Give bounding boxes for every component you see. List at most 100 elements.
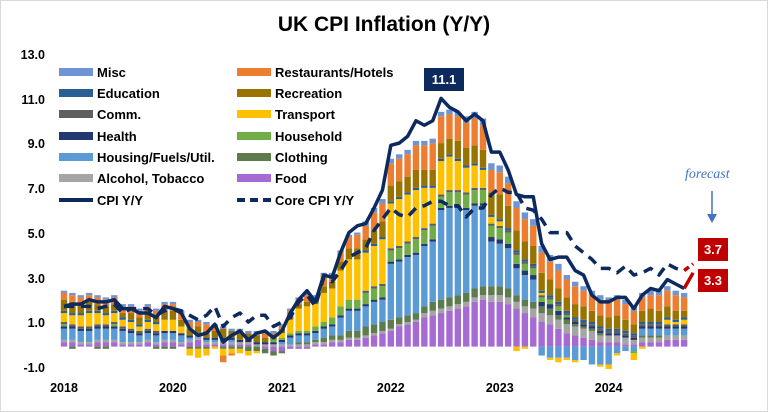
bar-segment-transport: [463, 167, 470, 193]
bar-segment-misc: [421, 140, 428, 146]
bar-segment-health: [412, 252, 420, 255]
bar-segment-food: [538, 322, 545, 347]
bar-segment-alcohol-tobacco: [169, 339, 177, 343]
bar-segment-alcohol-tobacco: [446, 306, 453, 311]
bar-segment-transport: [119, 319, 126, 327]
bar-segment-education: [597, 326, 604, 329]
bar-segment-housing-fuels-util-: [639, 328, 646, 336]
bar-segment-clothing: [655, 335, 663, 338]
bar-segment-education: [471, 163, 478, 166]
bar-segment-clothing: [496, 286, 503, 296]
bar-segment-housing-fuels-util-: [680, 328, 688, 336]
bar-segment-transport: [454, 161, 462, 191]
bar-segment-restaurants-hotels: [69, 295, 76, 302]
bar-segment-housing-fuels-util-: [563, 346, 570, 358]
bar-segment-recreation: [571, 304, 579, 318]
bar-segment-housing-fuels-util-: [613, 346, 621, 354]
bar-segment-recreation: [496, 194, 503, 220]
bar-segment-transport: [613, 353, 621, 356]
bar-segment-household: [379, 286, 386, 298]
bar-segment-clothing: [437, 299, 445, 309]
bar-segment-health: [278, 339, 286, 343]
bar-segment-housing-fuels-util-: [429, 241, 436, 302]
bar-segment-housing-fuels-util-: [504, 248, 512, 289]
bar-segment-housing-fuels-util-: [203, 339, 210, 343]
chart-title: UK CPI Inflation (Y/Y): [277, 13, 491, 36]
legend-label: Comm.: [97, 106, 142, 122]
bar-segment-food: [471, 301, 478, 347]
bar-segment-housing-fuels-util-: [672, 328, 679, 336]
bar-segment-household: [362, 292, 369, 305]
bar-segment-comm-: [85, 326, 93, 329]
bar-segment-food: [278, 346, 286, 352]
bar-segment-restaurants-hotels: [152, 310, 160, 318]
bar-segment-recreation: [605, 317, 612, 329]
forecast-arrowhead-icon: [707, 214, 717, 223]
bar-segment-health: [513, 263, 520, 269]
bar-segment-alcohol-tobacco: [404, 322, 411, 325]
bar-segment-housing-fuels-util-: [186, 337, 193, 340]
bar-segment-clothing: [580, 326, 587, 329]
bar-segment-transport: [396, 199, 403, 246]
bar-segment-health: [328, 324, 336, 327]
bar-segment-clothing: [152, 346, 160, 349]
bar-segment-recreation: [303, 301, 311, 307]
bar-segment-food: [647, 342, 654, 347]
bar-segment-alcohol-tobacco: [127, 342, 135, 345]
bar-segment-housing-fuels-util-: [119, 330, 126, 343]
bar-segment-clothing: [245, 346, 252, 352]
bar-segment-food: [312, 344, 319, 347]
bar-segment-recreation: [513, 230, 520, 251]
legend-swatch: [237, 110, 271, 118]
legend-label: Health: [97, 128, 137, 144]
bar-segment-clothing: [387, 319, 395, 329]
bar-segment-recreation: [337, 261, 344, 271]
bar-segment-comm-: [387, 248, 395, 251]
bar-segment-housing-fuels-util-: [370, 301, 378, 325]
bar-segment-health: [479, 203, 487, 206]
bar-segment-misc: [161, 301, 168, 305]
bar-segment-housing-fuels-util-: [328, 326, 336, 336]
bar-segment-clothing: [488, 286, 495, 296]
bar-segment-food: [295, 346, 302, 349]
bar-segment-restaurants-hotels: [680, 297, 688, 311]
bar-segment-household: [295, 330, 302, 334]
bar-segment-misc: [85, 292, 93, 296]
bar-segment-health: [538, 301, 545, 307]
bar-segment-alcohol-tobacco: [622, 337, 629, 345]
bar-segment-recreation: [77, 304, 84, 314]
forecast-core-label: 3.7: [698, 238, 728, 261]
bar-segment-education: [60, 310, 68, 314]
bar-segment-food: [337, 342, 344, 347]
bar-segment-alcohol-tobacco: [161, 339, 168, 343]
bar-segment-food: [571, 335, 579, 347]
bar-segment-education: [580, 319, 587, 323]
bar-segment-alcohol-tobacco: [111, 339, 118, 343]
bar-segment-health: [320, 326, 327, 329]
x-tick-label: 2023: [485, 381, 514, 395]
bar-segment-health: [178, 333, 185, 336]
bar-segment-restaurants-hotels: [270, 333, 277, 336]
bar-segment-clothing: [471, 288, 478, 298]
x-tick-label: 2021: [267, 381, 296, 395]
bar-segment-recreation: [245, 333, 252, 340]
bar-segment-health: [647, 326, 654, 329]
bar-segment-transport: [169, 319, 177, 331]
bar-segment-comm-: [580, 322, 587, 325]
bar-segment-education: [144, 319, 151, 323]
bar-segment-education: [127, 319, 135, 323]
bar-segment-housing-fuels-util-: [496, 243, 503, 287]
y-tick-label: 1.0: [27, 316, 45, 331]
bar-segment-food: [396, 326, 403, 347]
bar-segment-misc: [94, 295, 101, 298]
bar-segment-recreation: [588, 310, 596, 323]
bar-segment-education: [639, 322, 646, 325]
bar-segment-clothing: [228, 346, 235, 349]
bar-segment-food: [203, 344, 210, 347]
bar-segment-housing-fuels-util-: [60, 328, 68, 340]
bar-segment-alcohol-tobacco: [77, 342, 84, 345]
bar-segment-alcohol-tobacco: [496, 295, 503, 302]
bar-segment-comm-: [69, 324, 76, 327]
bar-segment-recreation: [622, 319, 629, 331]
bar-segment-household: [303, 330, 311, 334]
